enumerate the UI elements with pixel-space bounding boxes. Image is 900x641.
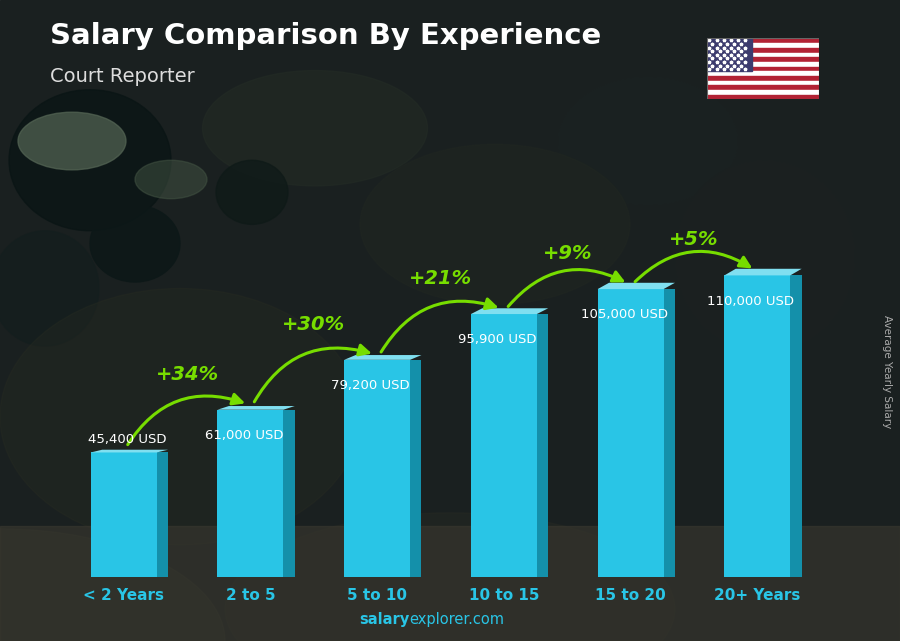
FancyBboxPatch shape (471, 314, 536, 577)
Bar (706, 90, 819, 95)
Polygon shape (284, 410, 295, 577)
Ellipse shape (9, 90, 171, 231)
Text: Average Yearly Salary: Average Yearly Salary (881, 315, 892, 428)
Polygon shape (344, 355, 421, 360)
Bar (706, 62, 819, 67)
Text: 61,000 USD: 61,000 USD (205, 429, 284, 442)
Bar (706, 38, 819, 43)
Text: 95,900 USD: 95,900 USD (458, 333, 536, 346)
Ellipse shape (0, 529, 225, 641)
Text: explorer.com: explorer.com (410, 612, 505, 627)
Bar (0, 526, 900, 641)
FancyBboxPatch shape (218, 410, 284, 577)
Bar (706, 57, 819, 62)
Polygon shape (663, 289, 675, 577)
Bar (706, 43, 819, 48)
Text: +34%: +34% (156, 365, 219, 383)
Text: salary: salary (359, 612, 410, 627)
Ellipse shape (225, 513, 675, 641)
Polygon shape (598, 283, 675, 289)
Text: +9%: +9% (543, 244, 592, 263)
Text: 45,400 USD: 45,400 USD (88, 433, 166, 445)
Text: +30%: +30% (283, 315, 346, 334)
Ellipse shape (90, 205, 180, 282)
Bar (706, 81, 819, 85)
Polygon shape (157, 453, 168, 577)
Polygon shape (471, 308, 548, 314)
Text: 110,000 USD: 110,000 USD (707, 295, 795, 308)
Polygon shape (724, 269, 802, 276)
Text: +5%: +5% (670, 230, 719, 249)
Bar (706, 48, 819, 53)
FancyBboxPatch shape (91, 453, 157, 577)
Polygon shape (790, 276, 802, 577)
Ellipse shape (0, 231, 99, 346)
Polygon shape (91, 450, 168, 453)
Ellipse shape (135, 160, 207, 199)
Ellipse shape (18, 112, 126, 170)
Bar (706, 67, 819, 71)
Ellipse shape (0, 288, 360, 545)
Polygon shape (536, 314, 548, 577)
Text: 79,200 USD: 79,200 USD (331, 379, 410, 392)
Text: +21%: +21% (409, 269, 472, 288)
Ellipse shape (675, 160, 855, 353)
Ellipse shape (202, 71, 428, 186)
FancyBboxPatch shape (724, 276, 790, 577)
Text: Salary Comparison By Experience: Salary Comparison By Experience (50, 22, 601, 51)
Ellipse shape (360, 144, 630, 304)
FancyBboxPatch shape (344, 360, 410, 577)
Bar (706, 76, 819, 81)
Polygon shape (218, 406, 295, 410)
Ellipse shape (558, 77, 738, 205)
Text: Court Reporter: Court Reporter (50, 67, 194, 87)
Bar (706, 85, 819, 90)
Text: 105,000 USD: 105,000 USD (580, 308, 668, 321)
Bar (706, 38, 752, 71)
Bar (706, 95, 819, 99)
Polygon shape (410, 360, 421, 577)
Bar (706, 71, 819, 76)
FancyBboxPatch shape (598, 289, 663, 577)
Ellipse shape (216, 160, 288, 224)
Bar (706, 53, 819, 57)
